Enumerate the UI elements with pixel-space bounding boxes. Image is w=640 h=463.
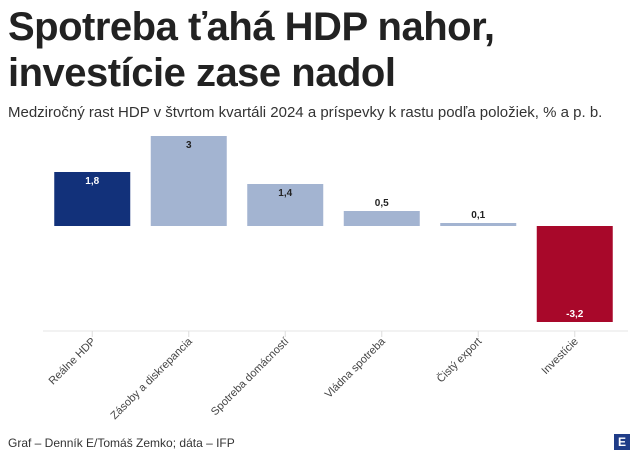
data-label: 1,8 xyxy=(85,176,99,187)
bar-chart: 1,8 Reálne HDP 3 Zásoby a diskrepancia 1,4 Sp… xyxy=(43,136,628,422)
bar xyxy=(150,136,227,226)
data-label: 0,1 xyxy=(471,210,485,221)
x-tick-label: Vládna spotreba xyxy=(323,335,389,401)
page-title: Spotreba ťahá HDP nahor, investície zase … xyxy=(8,5,495,95)
bar xyxy=(440,223,517,226)
data-label: 1,4 xyxy=(278,188,292,199)
bar xyxy=(536,226,613,322)
data-label: 0,5 xyxy=(375,198,389,209)
logo-icon: E xyxy=(614,434,630,450)
bar xyxy=(247,184,324,226)
x-tick-label: Čistý export xyxy=(434,335,484,385)
data-label: 3 xyxy=(186,140,192,151)
x-tick-label: Spotreba domácností xyxy=(209,336,291,418)
x-tick-label: Zásoby a diskrepancia xyxy=(109,335,196,422)
subtitle: Medziročný rast HDP v štvrtom kvartáli 2… xyxy=(8,104,603,121)
bar xyxy=(54,172,131,226)
x-tick-label: Investície xyxy=(540,336,581,377)
x-tick-label: Reálne HDP xyxy=(47,336,99,388)
data-label: -3,2 xyxy=(566,309,584,320)
source-note: Graf – Denník E/Tomáš Zemko; dáta – IFP xyxy=(8,436,235,450)
bar xyxy=(343,211,420,226)
